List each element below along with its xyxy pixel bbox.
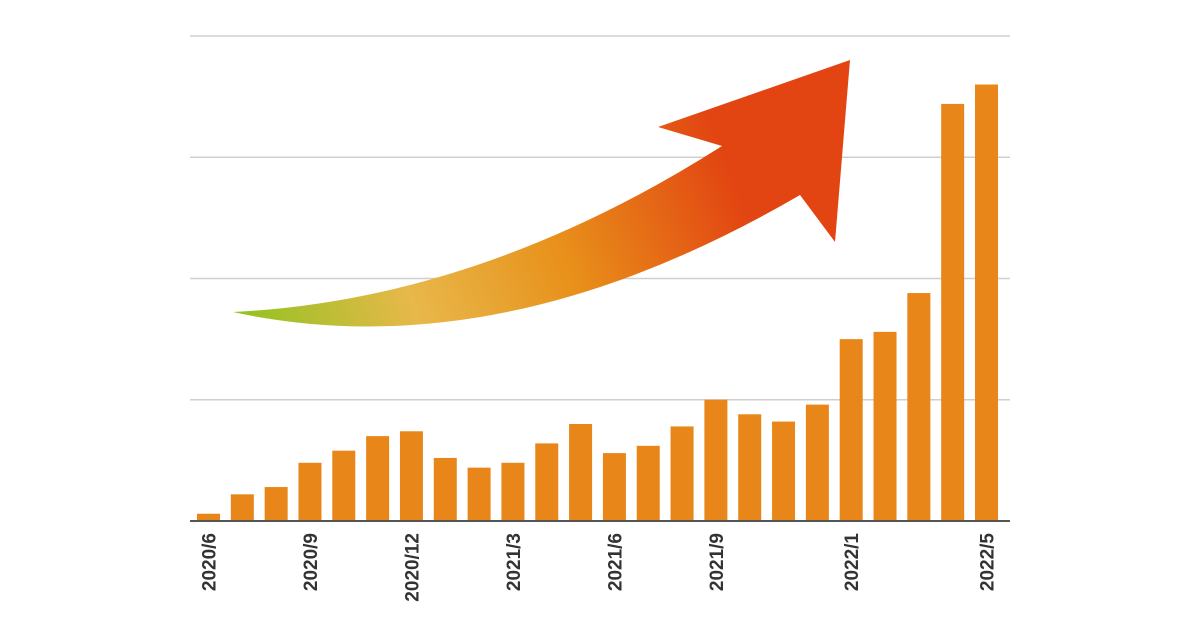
x-tick-label: 2022/1 <box>842 533 863 592</box>
x-tick-label: 2021/6 <box>605 533 626 591</box>
bar-2021-8 <box>670 426 694 521</box>
bar-2020-6 <box>197 513 220 521</box>
bar-2021-12 <box>805 404 829 521</box>
x-tick-label: 2021/3 <box>504 533 525 591</box>
x-tick-labels: 2020/6 2020/9 2020/12 2021/3 2021/6 2021/9 202… <box>200 533 999 602</box>
x-tick-label: 2022/5 <box>978 533 999 592</box>
bar-2022-5 <box>975 84 998 521</box>
bar-2022-3 <box>907 293 931 521</box>
bar-2020-7 <box>230 494 254 521</box>
trend-arrow-icon <box>233 60 850 327</box>
bar-2021-3 <box>501 462 525 521</box>
bar-2021-4 <box>535 443 559 521</box>
bar-2022-1 <box>839 339 863 521</box>
bar-2021-6 <box>602 453 626 521</box>
bars <box>197 84 998 522</box>
bar-2020-11 <box>366 436 390 521</box>
bar-2022-4 <box>941 103 965 522</box>
bar-2021-11 <box>772 421 796 521</box>
gridlines <box>190 35 1010 401</box>
bar-2020-10 <box>332 450 356 521</box>
x-tick-label: 2020/6 <box>200 533 221 591</box>
bar-2021-2 <box>467 467 491 521</box>
bar-2020-8 <box>264 487 288 521</box>
bar-2021-1 <box>433 457 457 521</box>
x-tick-label: 2020/9 <box>301 533 322 591</box>
x-tick-label: 2020/12 <box>402 533 423 602</box>
bar-2022-2 <box>873 331 897 521</box>
bar-2020-9 <box>298 462 322 521</box>
bar-2021-9 <box>704 399 728 521</box>
bar-2021-10 <box>738 414 762 521</box>
bar-2021-5 <box>569 424 593 521</box>
bar-2020-12 <box>399 431 423 521</box>
x-tick-label: 2021/9 <box>707 533 728 591</box>
bar-2021-7 <box>636 445 660 521</box>
